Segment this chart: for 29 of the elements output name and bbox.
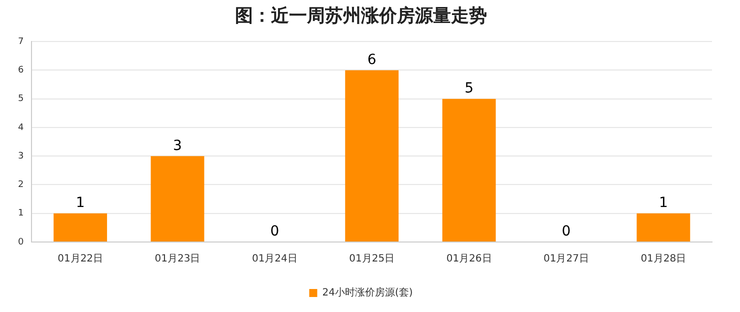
x-tick-label: 01月22日: [58, 254, 104, 265]
bar: [636, 213, 690, 242]
y-tick-label: 2: [18, 180, 24, 190]
x-tick-label: 01月26日: [446, 254, 492, 265]
y-tick-label: 0: [18, 237, 24, 248]
y-tick-label: 5: [18, 94, 24, 104]
bar: [150, 156, 204, 242]
x-tick-label: 01月25日: [349, 254, 395, 265]
bar: [345, 70, 399, 242]
x-tick-label: 01月23日: [154, 254, 200, 265]
bar: [54, 213, 108, 242]
data-label: 1: [658, 195, 668, 212]
chart-title: 图：近一周苏州涨价房源量走势: [235, 5, 487, 26]
data-label: 0: [562, 224, 571, 240]
x-tick-label: 01月24日: [252, 254, 298, 265]
y-tick-label: 4: [18, 122, 24, 133]
y-tick-label: 1: [18, 208, 24, 219]
data-label: 5: [464, 80, 474, 96]
data-label: 1: [76, 195, 85, 212]
bar: [442, 98, 496, 242]
data-label: 0: [270, 224, 280, 240]
x-tick-label: 01月28日: [640, 254, 686, 265]
y-tick-label: 3: [18, 151, 24, 162]
y-tick-label: 6: [18, 66, 24, 76]
x-tick-label: 01月27日: [544, 254, 589, 265]
y-tick-label: 7: [18, 36, 24, 47]
legend-label: 24小时涨价房源(套): [322, 286, 413, 299]
data-label: 3: [173, 138, 182, 154]
data-label: 6: [367, 52, 376, 68]
